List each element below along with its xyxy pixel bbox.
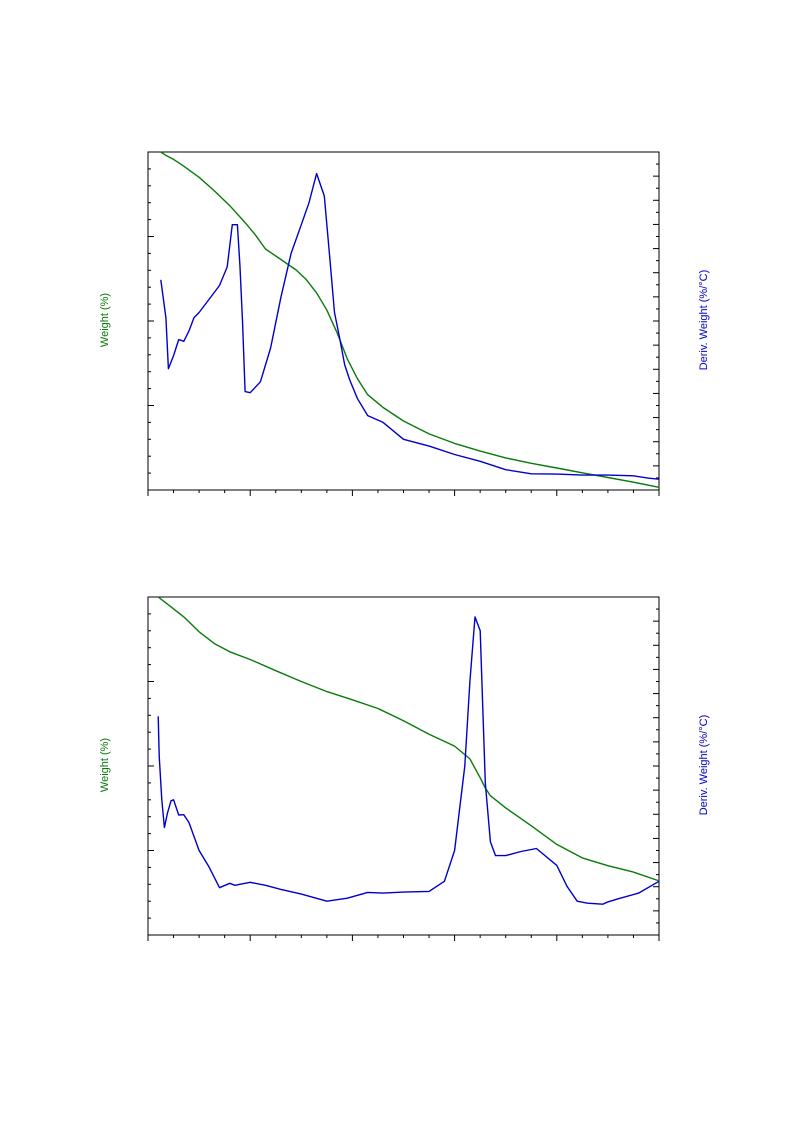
y-axis-label-right: Deriv. Weight (%/°C): [698, 270, 710, 371]
tga-chart-top: Weight (%) Deriv. Weight (%/°C): [99, 151, 710, 496]
y-axis-label-left: Weight (%): [99, 293, 111, 347]
weight-series-line: [160, 151, 660, 488]
y-axis-label-left: Weight (%): [99, 738, 111, 792]
weight-series-line: [157, 596, 660, 882]
plot-frame: [147, 596, 660, 936]
deriv-weight-series-line: [157, 616, 660, 905]
deriv-weight-series-line: [160, 172, 660, 480]
y-axis-label-right: Deriv. Weight (%/°C): [698, 715, 710, 816]
tga-chart-bottom: Weight (%) Deriv. Weight (%/°C): [99, 596, 710, 941]
